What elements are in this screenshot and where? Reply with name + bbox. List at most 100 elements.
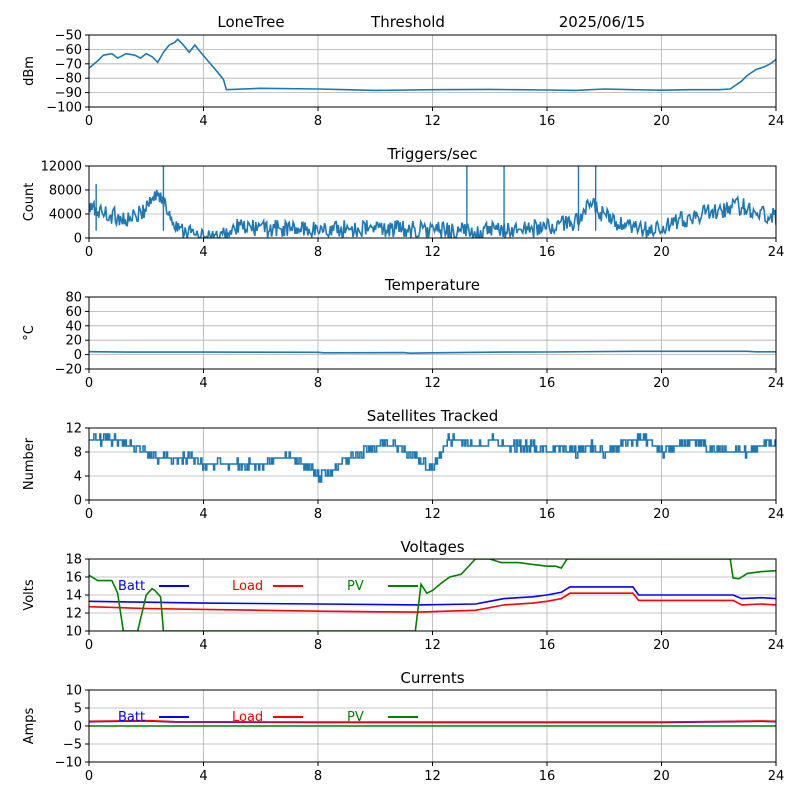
y-tick-label: 12: [65, 607, 82, 622]
y-tick-label: −20: [55, 363, 82, 378]
chart-panel-1: 0 4 8 12 16 20 24 0 4000 8000 12000 Triggers/sec Cou…: [22, 145, 784, 260]
x-tick-label: 4: [199, 507, 207, 522]
series-line-load: [89, 592, 776, 613]
y-tick-label: 20: [65, 334, 82, 349]
y-tick-label: 80: [65, 291, 82, 306]
legend-label-load: Load: [232, 710, 263, 725]
series-line: [89, 38, 776, 92]
x-tick-label: 16: [539, 507, 556, 522]
x-tick-label: 0: [85, 638, 93, 653]
y-tick-label: 16: [65, 571, 82, 586]
y-axis-label: Amps: [22, 707, 37, 744]
y-tick-label: −5: [63, 738, 82, 753]
x-tick-label: 20: [653, 507, 670, 522]
chart-panel-4: 0 4 8 12 16 20 24 10 12 14 16 18 Voltages Volts Batt Lo…: [22, 538, 784, 653]
legend-label-pv: PV: [347, 579, 364, 594]
x-tick-label: 16: [539, 376, 556, 391]
x-tick-label: 12: [424, 769, 441, 784]
chart-title: Voltages: [400, 538, 464, 556]
x-tick-label: 0: [85, 114, 93, 129]
x-tick-label: 0: [85, 769, 93, 784]
x-tick-label: 24: [768, 769, 785, 784]
x-tick-label: 24: [768, 114, 785, 129]
x-tick-label: 8: [314, 638, 322, 653]
y-axis-label: °C: [22, 325, 37, 341]
x-tick-label: 16: [539, 638, 556, 653]
chart-panel-3: 0 4 8 12 16 20 24 0 4 8 12 Satellites Tracked Number: [22, 407, 784, 522]
x-tick-label: 20: [653, 376, 670, 391]
y-tick-label: 40: [65, 319, 82, 334]
y-tick-label: 10: [65, 625, 82, 640]
y-axis-label: dBm: [22, 56, 37, 86]
chart-panel-0: 0 4 8 12 16 20 24 −100−90−80−70−60−50 dBm: [22, 29, 784, 130]
x-tick-label: 16: [539, 114, 556, 129]
y-tick-label: 8000: [49, 184, 82, 199]
chart-title: Temperature: [384, 276, 480, 294]
x-tick-label: 24: [768, 376, 785, 391]
y-tick-label: −80: [55, 72, 82, 87]
series-line: [89, 189, 776, 238]
x-tick-label: 4: [199, 376, 207, 391]
x-tick-label: 0: [85, 245, 93, 260]
x-tick-label: 8: [314, 114, 322, 129]
x-tick-label: 12: [424, 245, 441, 260]
y-tick-label: 0: [74, 232, 82, 247]
x-tick-label: 4: [199, 245, 207, 260]
x-tick-label: 16: [539, 245, 556, 260]
x-tick-label: 0: [85, 507, 93, 522]
x-tick-label: 8: [314, 507, 322, 522]
x-tick-label: 20: [653, 638, 670, 653]
chart-title: Currents: [400, 669, 464, 687]
x-tick-label: 12: [424, 638, 441, 653]
series-line-pv: [89, 559, 776, 631]
chart-title: Satellites Tracked: [367, 407, 498, 425]
y-tick-label: −70: [55, 57, 82, 72]
legend-label-pv: PV: [347, 710, 364, 725]
y-tick-label: 12: [65, 422, 82, 437]
y-axis-label: Number: [22, 437, 37, 490]
x-tick-label: 20: [653, 114, 670, 129]
y-tick-label: 60: [65, 305, 82, 320]
x-tick-label: 12: [424, 376, 441, 391]
y-tick-label: −90: [55, 86, 82, 101]
x-tick-label: 20: [653, 245, 670, 260]
x-tick-label: 8: [314, 769, 322, 784]
y-tick-label: −60: [55, 43, 82, 58]
legend-label-load: Load: [232, 579, 263, 594]
y-tick-label: 4: [74, 470, 82, 485]
y-tick-label: 0: [74, 348, 82, 363]
x-tick-label: 4: [199, 638, 207, 653]
x-tick-label: 4: [199, 114, 207, 129]
x-tick-label: 12: [424, 507, 441, 522]
legend-label-batt: Batt: [118, 579, 145, 594]
y-tick-label: 5: [74, 702, 82, 717]
y-tick-label: −50: [55, 29, 82, 44]
x-tick-label: 8: [314, 245, 322, 260]
x-tick-label: 16: [539, 769, 556, 784]
header-date: 2025/06/15: [559, 13, 645, 31]
y-tick-label: 14: [65, 589, 82, 604]
y-tick-label: 8: [74, 446, 82, 461]
y-tick-label: 10: [65, 684, 82, 699]
chart-panel-5: 0 4 8 12 16 20 24 −10 −5 0 5 10 Currents Amps Batt Load…: [22, 669, 784, 784]
y-axis-label: Volts: [22, 579, 37, 611]
x-tick-label: 24: [768, 638, 785, 653]
x-tick-label: 8: [314, 376, 322, 391]
x-tick-label: 12: [424, 114, 441, 129]
y-tick-label: −10: [55, 756, 82, 771]
series-line: [89, 350, 776, 354]
y-axis-label: Count: [22, 183, 37, 222]
legend-label-batt: Batt: [118, 710, 145, 725]
x-tick-label: 20: [653, 769, 670, 784]
y-tick-label: 0: [74, 720, 82, 735]
series-line: [89, 433, 776, 483]
x-tick-label: 24: [768, 507, 785, 522]
x-tick-label: 24: [768, 245, 785, 260]
series-line-load: [89, 719, 776, 723]
y-tick-label: −100: [46, 101, 82, 116]
y-tick-label: 4000: [49, 208, 82, 223]
y-tick-label: 0: [74, 494, 82, 509]
